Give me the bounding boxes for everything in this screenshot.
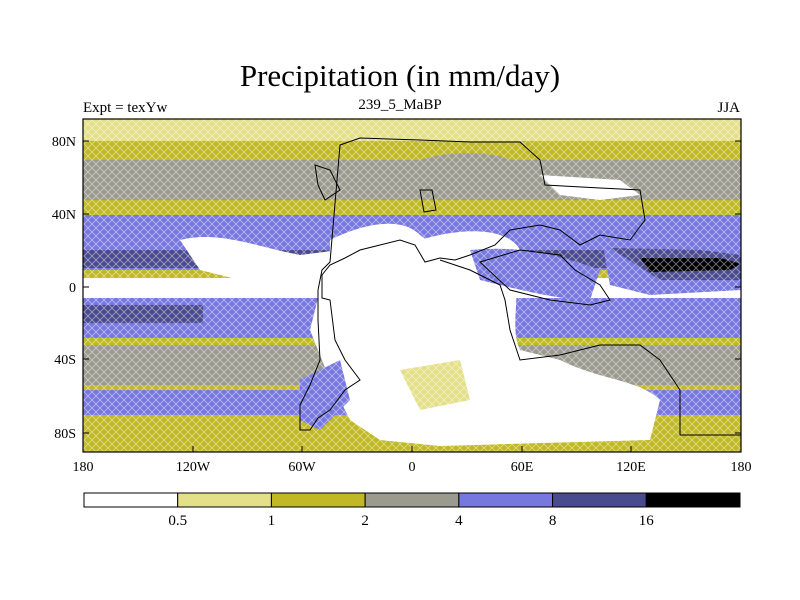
longitude-axis xyxy=(82,446,742,452)
colorbar-swatch xyxy=(552,492,647,508)
colorbar-swatch xyxy=(270,492,366,508)
lon-tick-label: 0 xyxy=(409,460,416,475)
precipitation-field xyxy=(83,119,741,452)
experiment-label: Expt = texYw xyxy=(83,100,168,116)
lat-tick-label: 80S xyxy=(54,427,76,442)
colorbar-level-label: 0.5 xyxy=(168,513,187,529)
colorbar-swatch xyxy=(177,492,272,508)
colorbar-level-label: 16 xyxy=(639,513,655,529)
lat-tick-label: 80N xyxy=(52,135,76,150)
lon-tick-label: 180 xyxy=(73,460,94,475)
lon-tick-label: 180 xyxy=(731,460,752,475)
colorbar-swatch xyxy=(364,492,460,508)
continent-outlines xyxy=(299,137,741,436)
colorbar-level-label: 2 xyxy=(361,513,369,529)
lat-tick-label: 40N xyxy=(52,208,76,223)
lon-tick-label: 60E xyxy=(511,460,534,475)
lon-tick-label: 120W xyxy=(176,460,211,475)
lon-tick-label: 120E xyxy=(616,460,646,475)
colorbar: 0.5 1 2 4 8 16 xyxy=(83,492,741,529)
latitude-axis xyxy=(83,140,741,434)
map-title: Precipitation (in mm/day) xyxy=(239,58,561,93)
colorbar-swatch xyxy=(645,492,741,508)
colorbar-level-label: 4 xyxy=(455,513,463,529)
colorbar-swatch xyxy=(458,492,554,508)
colorbar-level-label: 1 xyxy=(268,513,276,529)
colorbar-swatch xyxy=(83,492,179,508)
lat-tick-label: 40S xyxy=(54,353,76,368)
lat-tick-label: 0 xyxy=(69,281,76,296)
season-label: JJA xyxy=(717,100,740,116)
lon-tick-label: 60W xyxy=(288,460,316,475)
period-label: 239_5_MaBP xyxy=(358,97,442,113)
colorbar-level-label: 8 xyxy=(549,513,557,529)
